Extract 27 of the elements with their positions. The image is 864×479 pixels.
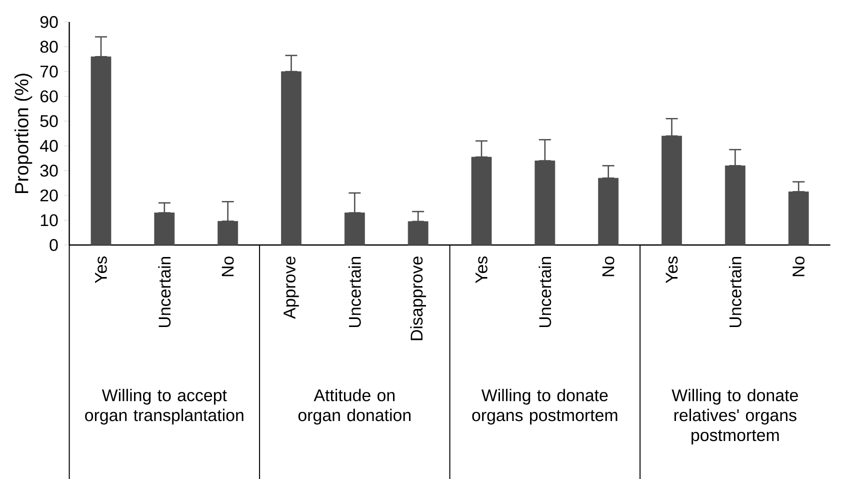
x-tick-label: Uncertain bbox=[538, 256, 552, 328]
y-tick-label: 60 bbox=[40, 90, 58, 102]
x-tick-label: Approve bbox=[284, 256, 299, 319]
text: Attitude on organ donation bbox=[298, 388, 411, 425]
x-tick-label: No bbox=[602, 256, 614, 276]
x-tick-label: Uncertain bbox=[728, 256, 742, 328]
x-tick-label: Yes bbox=[476, 256, 488, 284]
y-tick-label: 20 bbox=[40, 189, 58, 202]
text: Willing to donate relatives' organs postmortem bbox=[672, 388, 798, 444]
y-tick-label: 40 bbox=[40, 140, 58, 152]
y-tick-label: 70 bbox=[40, 66, 58, 78]
text: Willing to donate organs postmortem bbox=[472, 388, 618, 425]
x-tick-label: Yes bbox=[666, 256, 678, 284]
y-tick-label: 50 bbox=[40, 115, 58, 128]
x-tick-label: Disapprove bbox=[410, 256, 426, 340]
x-tick-label: Uncertain bbox=[158, 256, 171, 328]
y-tick-label: 90 bbox=[40, 16, 58, 28]
y-axis-title: Proportion (%) bbox=[14, 74, 32, 193]
x-tick-label: No bbox=[792, 256, 805, 276]
x-tick-label: Yes bbox=[95, 256, 107, 284]
y-tick-label: 30 bbox=[40, 164, 58, 177]
text: Willing to accept organ transplantation bbox=[85, 388, 244, 425]
x-tick-label: Uncertain bbox=[348, 256, 361, 328]
y-tick-label: 80 bbox=[40, 40, 58, 53]
x-tick-label: No bbox=[222, 256, 234, 276]
y-tick-label: 10 bbox=[40, 214, 58, 226]
y-tick-label: 0 bbox=[50, 239, 58, 251]
